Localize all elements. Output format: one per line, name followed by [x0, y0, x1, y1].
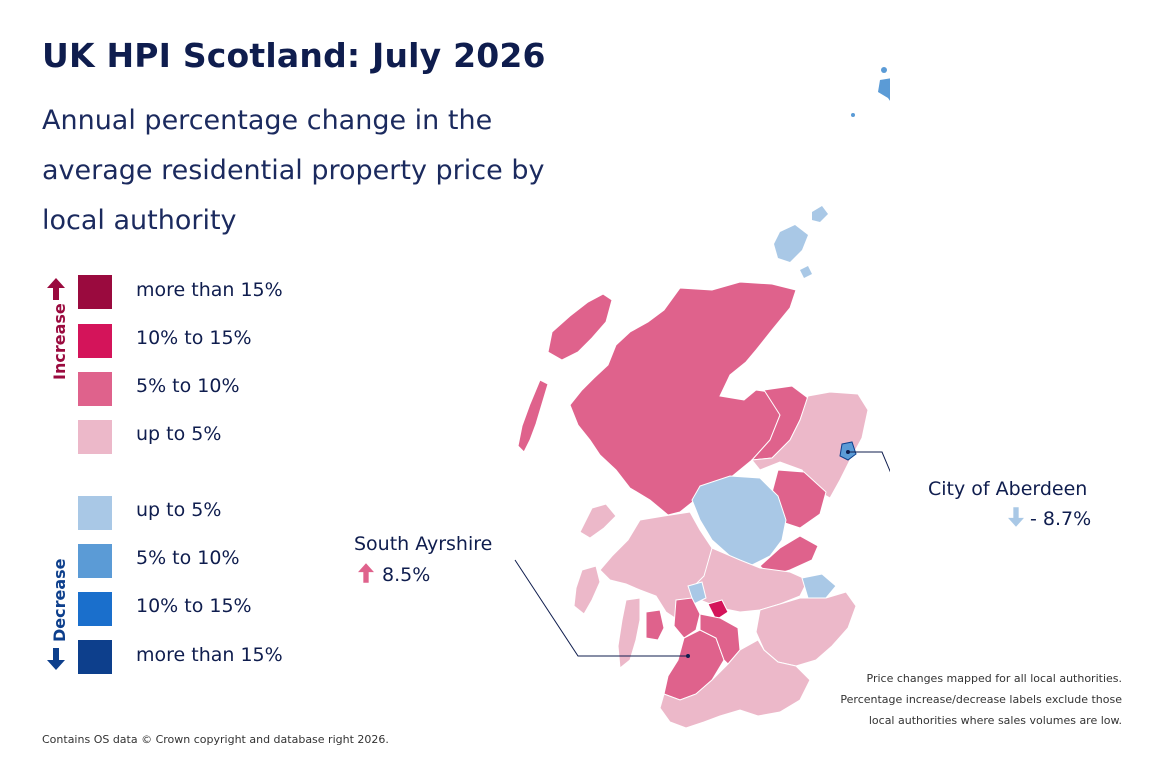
legend-swatch-inc-15plus: [78, 275, 112, 309]
increase-arrow-icon: [358, 563, 374, 583]
south-ayrshire-label: South Ayrshire: [354, 533, 493, 555]
aberdeen-marker: [846, 450, 850, 454]
aberdeen-label: City of Aberdeen: [928, 478, 1088, 500]
scotland-map: [514, 67, 890, 729]
legend-label-inc-0-5: up to 5%: [136, 423, 222, 445]
decrease-arrow-icon: [1008, 507, 1024, 527]
copyright-footer: Contains OS data © Crown copyright and d…: [42, 733, 389, 746]
region-western-isles-south: [517, 379, 549, 453]
region-western-isles: [547, 293, 613, 361]
legend-label-inc-5-10: 5% to 10%: [136, 375, 240, 397]
region-edinburgh: [801, 573, 837, 599]
legend-swatch-dec-15plus: [78, 640, 112, 674]
legend-label-inc-10-15: 10% to 15%: [136, 327, 252, 349]
region-north-ayrshire: [673, 597, 701, 639]
region-argyll-islands: [579, 503, 617, 539]
legend-label-dec-5-10: 5% to 10%: [136, 547, 240, 569]
legend-swatch-inc-5-10: [78, 372, 112, 406]
south-ayrshire-leader-line: [514, 559, 688, 657]
region-islay-jura: [573, 565, 601, 615]
increase-axis-label: Increase: [50, 303, 69, 380]
legend-swatch-inc-10-15: [78, 324, 112, 358]
legend-swatch-inc-0-5: [78, 420, 112, 454]
page-title: UK HPI Scotland: July 2026: [42, 36, 546, 75]
region-perth-kinross: [691, 475, 787, 567]
methodology-note: Price changes mapped for all local autho…: [840, 672, 1122, 727]
south-ayrshire-value: 8.5%: [382, 564, 431, 586]
region-kintyre: [617, 597, 641, 669]
legend-swatch-dec-0-5: [78, 496, 112, 530]
legend-label-dec-15plus: more than 15%: [136, 644, 283, 666]
decrease-arrow-icon: [47, 648, 65, 670]
legend-swatch-dec-10-15: [78, 592, 112, 626]
increase-arrow-icon: [47, 278, 65, 300]
south-ayrshire-marker: [686, 654, 690, 658]
page-subtitle: Annual percentage change in the average …: [42, 105, 545, 236]
decrease-axis-label: Decrease: [50, 558, 69, 642]
legend-label-inc-15plus: more than 15%: [136, 279, 283, 301]
region-renfrewshire: [707, 599, 729, 621]
orkney-islands: [774, 206, 828, 278]
aberdeen-value: - 8.7%: [1030, 508, 1092, 530]
shetland-islands: [851, 67, 890, 117]
legend-label-dec-10-15: 10% to 15%: [136, 595, 252, 617]
legend-swatch-dec-5-10: [78, 544, 112, 578]
legend-label-dec-0-5: up to 5%: [136, 499, 222, 521]
region-arran: [645, 609, 665, 641]
aberdeen-leader-line: [848, 451, 890, 473]
map-legend: Increase more than 15% 10% to 15% 5% to …: [40, 270, 340, 690]
region-dumfries-galloway: [659, 639, 811, 729]
